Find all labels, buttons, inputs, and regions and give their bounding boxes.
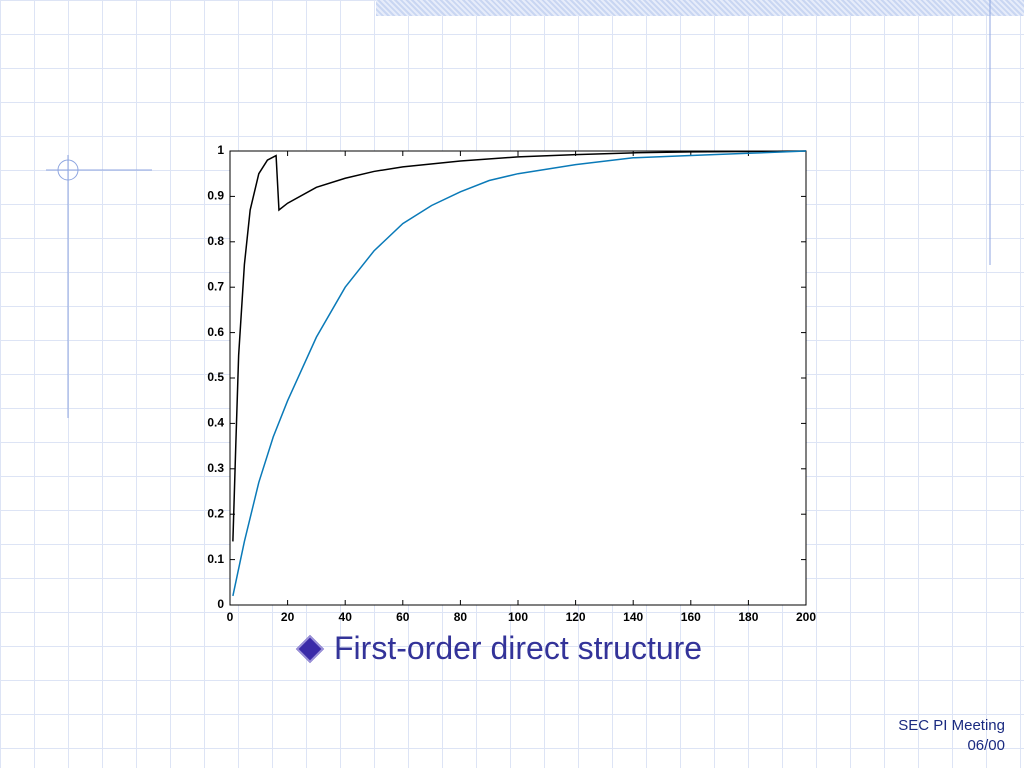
top-bar xyxy=(376,0,1024,16)
line xyxy=(232,150,807,542)
bullet: First-order direct structure xyxy=(295,630,703,667)
y-tick-label: 0 xyxy=(217,597,224,611)
bullet-icon xyxy=(295,634,325,663)
y-tick-label: 0.6 xyxy=(207,325,224,339)
y-tick-label: 0.1 xyxy=(207,552,224,566)
footer: SEC PI Meeting 06/00 xyxy=(898,716,1005,756)
x-tick-label: 120 xyxy=(566,610,586,624)
x-tick-label: 200 xyxy=(796,610,816,624)
x-tick-label: 60 xyxy=(396,610,410,624)
x-tick-label: 180 xyxy=(738,610,758,624)
bullet-text: First-order direct structure xyxy=(334,630,703,666)
plot-area xyxy=(229,150,807,606)
y-tick-label: 0.4 xyxy=(207,416,224,430)
x-tick-label: 100 xyxy=(508,610,528,624)
y-tick-label: 0.8 xyxy=(207,234,224,248)
x-tick-label: 140 xyxy=(623,610,643,624)
line xyxy=(232,150,807,597)
x-tick-label: 80 xyxy=(454,610,468,624)
x-tick-label: 160 xyxy=(681,610,701,624)
footer-line: 06/00 xyxy=(967,737,1005,754)
y-tick-label: 0.2 xyxy=(207,506,224,520)
y-tick-label: 0.3 xyxy=(207,461,224,475)
decor-circle xyxy=(57,159,79,181)
y-tick-label: 1 xyxy=(217,143,224,157)
footer-line: SEC PI Meeting xyxy=(898,717,1005,734)
x-tick-label: 40 xyxy=(339,610,353,624)
y-tick-label: 0.7 xyxy=(207,279,224,293)
x-tick-label: 20 xyxy=(281,610,295,624)
y-tick-label: 0.9 xyxy=(207,189,224,203)
x-tick-label: 0 xyxy=(227,610,234,624)
y-tick-label: 0.5 xyxy=(207,370,224,384)
